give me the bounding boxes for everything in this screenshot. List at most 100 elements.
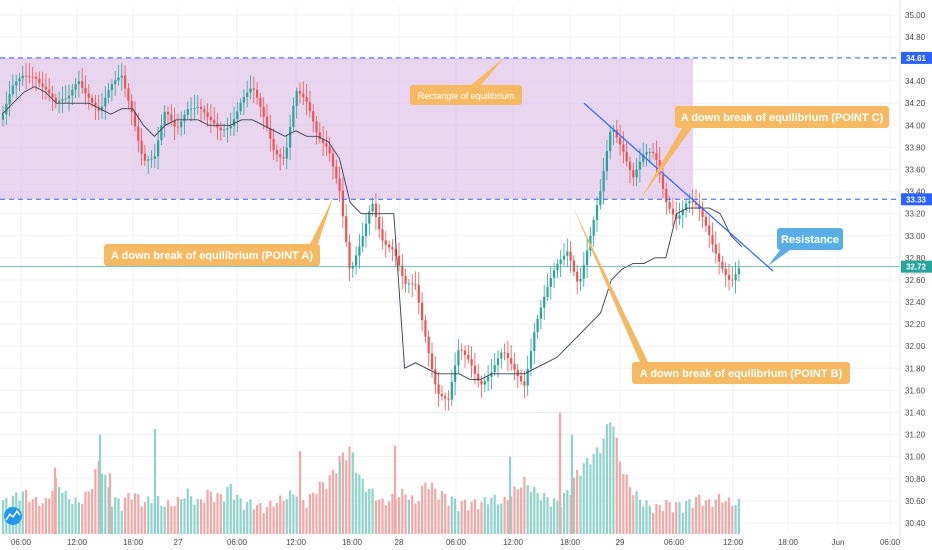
volume-bar: [635, 491, 638, 534]
volume-bar: [77, 502, 80, 534]
candle-body: [143, 153, 146, 161]
volume-bar: [615, 437, 618, 534]
candle-body: [94, 102, 97, 107]
volume-bar: [160, 505, 163, 534]
volume-bar: [199, 499, 203, 534]
volume-bar: [493, 494, 496, 534]
volume-bar: [236, 494, 239, 534]
candle-body: [734, 274, 737, 281]
volume-bar: [61, 492, 64, 534]
volume-bar: [655, 503, 658, 534]
candle-body: [483, 381, 486, 385]
candle-body: [572, 260, 575, 272]
candle-body: [642, 154, 645, 162]
point-a-label-box: [104, 244, 320, 266]
candle-body: [467, 354, 470, 360]
volume-bar: [229, 483, 232, 534]
candle-body: [737, 268, 740, 275]
candle-body: [648, 151, 651, 153]
candle-body: [668, 202, 671, 209]
volume-bar: [701, 505, 704, 534]
volume-bar: [694, 497, 698, 534]
volume-bar: [668, 502, 671, 534]
volume-bar: [625, 474, 628, 534]
volume-bar: [652, 512, 655, 534]
tradingview-logo-icon: [4, 507, 22, 525]
candle-body: [130, 100, 133, 113]
candle-body: [120, 75, 123, 78]
volume-bar: [427, 489, 430, 534]
candle-body: [500, 352, 503, 359]
candle-body: [374, 203, 377, 217]
volume-bar: [424, 482, 427, 534]
volume-bar: [51, 490, 54, 534]
volume-spike: [98, 434, 102, 534]
volume-bar: [223, 501, 226, 534]
resistance-label-box: [777, 228, 843, 250]
candle-body: [513, 363, 516, 370]
price-tag-box: [901, 260, 932, 273]
candle-body: [282, 157, 285, 159]
volume-bar: [117, 498, 120, 534]
candle-body: [186, 109, 189, 115]
candle-body: [8, 94, 11, 104]
candle-body: [622, 144, 625, 152]
y-tick-label: 31.20: [905, 431, 926, 440]
volume-bar: [302, 499, 305, 534]
candle-body: [450, 381, 453, 400]
candle-body: [163, 111, 166, 126]
volume-bar: [262, 512, 265, 534]
volume-bar: [543, 492, 546, 534]
candle-body: [678, 215, 681, 219]
y-tick-label: 31.40: [905, 408, 926, 417]
volume-bar: [688, 499, 691, 534]
volume-bar: [176, 496, 179, 534]
candle-body: [81, 81, 84, 88]
resistance-label-pointer: [768, 250, 790, 266]
price-axis[interactable]: [900, 0, 932, 550]
candle-body: [463, 350, 467, 355]
candle-body: [473, 365, 476, 374]
y-tick-label: 31.00: [905, 453, 926, 462]
volume-bar: [91, 489, 94, 534]
volume-spike: [298, 451, 302, 534]
volume-bar: [454, 498, 457, 534]
candle-body: [711, 234, 714, 245]
volume-bar: [256, 505, 259, 534]
volume-bar: [711, 506, 714, 534]
y-tick-label: 33.80: [905, 143, 926, 152]
volume-bar: [579, 475, 582, 534]
volume-bar: [483, 497, 486, 534]
y-tick-label: 31.60: [905, 386, 926, 395]
volume-bar: [490, 497, 493, 534]
candle-body: [566, 251, 569, 256]
candle-body: [698, 204, 701, 209]
volume-bar: [430, 482, 434, 534]
volume-bar: [477, 509, 480, 534]
candle-body: [269, 127, 272, 139]
y-axis-ticks: 35.0034.8034.6034.4034.2034.0033.8033.60…: [905, 11, 926, 528]
volume-bar: [411, 495, 414, 534]
candle-body: [718, 253, 721, 262]
candle-body: [51, 93, 54, 98]
y-tick-label: 32.60: [905, 276, 926, 285]
x-tick-label: 12:00: [723, 538, 744, 547]
moving-average-line: [1, 86, 743, 380]
candle-body: [232, 119, 236, 126]
rectangle-label-pointer: [470, 57, 505, 86]
volume-bar: [658, 505, 661, 534]
candle-body: [87, 93, 90, 98]
volume-bar: [397, 497, 401, 534]
candle-body: [137, 126, 140, 141]
volume-bar: [275, 503, 278, 534]
candle-body: [384, 240, 387, 245]
volume-bar: [166, 500, 170, 534]
volume-bar: [463, 499, 467, 534]
volume-bar: [331, 469, 335, 534]
volume-bar: [371, 488, 374, 534]
candle-body: [173, 120, 176, 127]
candle-body: [539, 307, 542, 319]
candle-body: [325, 143, 328, 147]
y-tick-label: 32.40: [905, 298, 926, 307]
